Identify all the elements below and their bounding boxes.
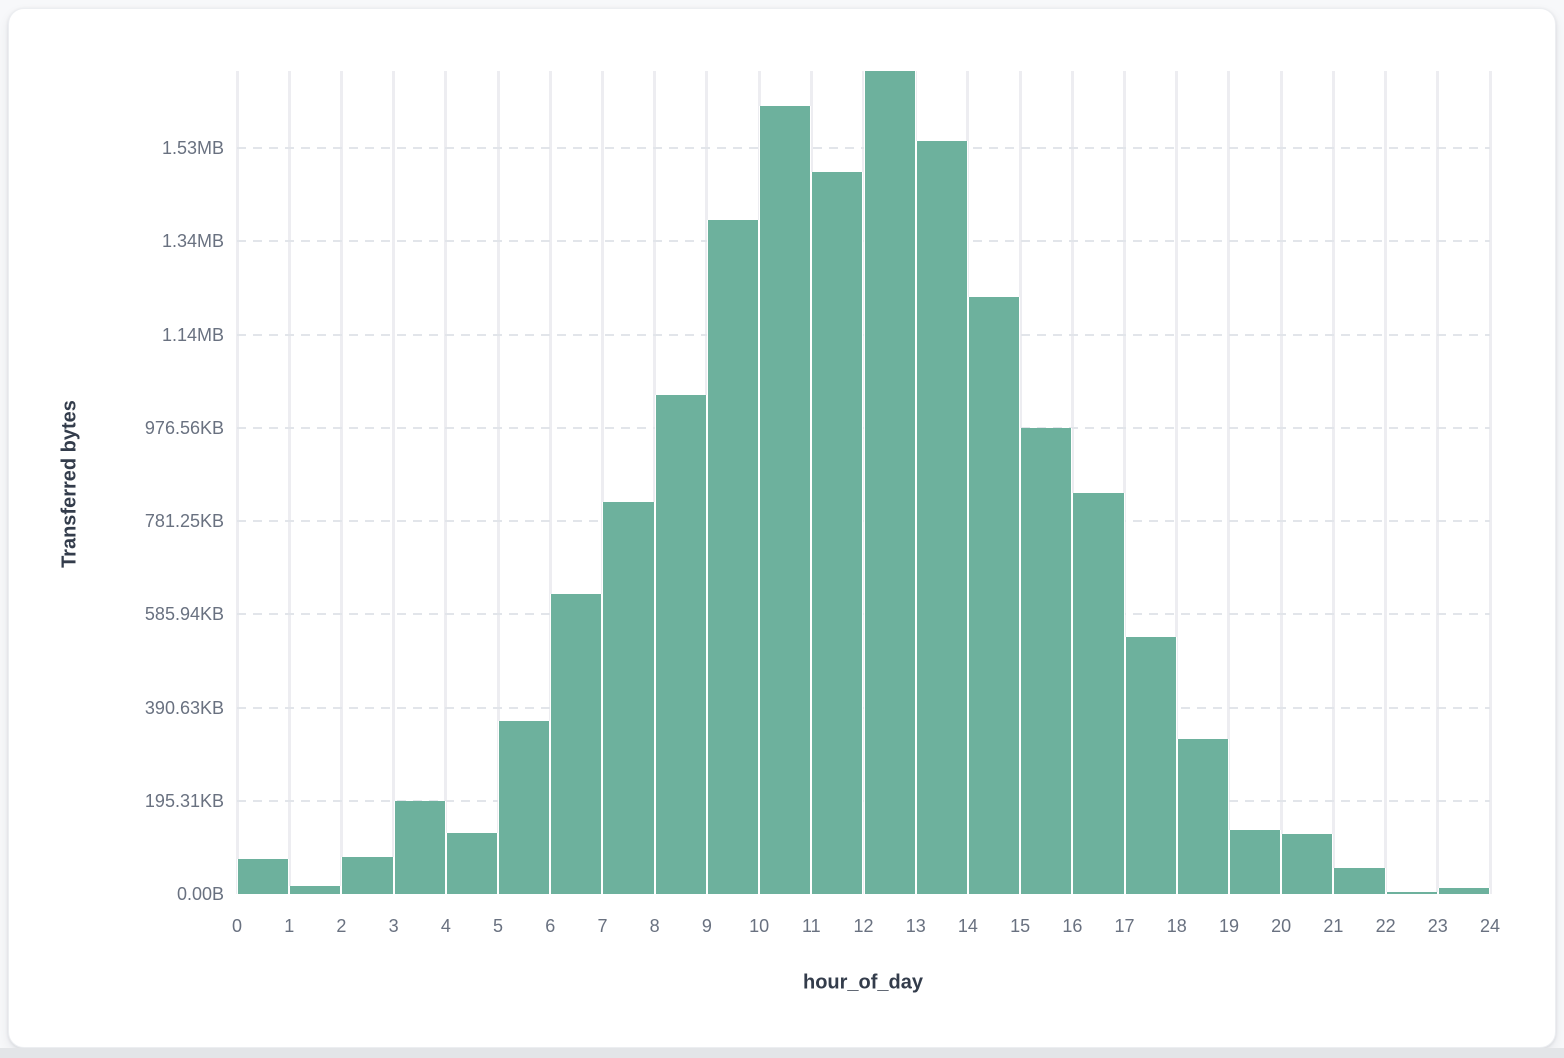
- y-tick-label: 1.53MB: [161, 138, 224, 158]
- x-tick-label: 21: [1323, 916, 1344, 936]
- y-tick-label: 1.14MB: [161, 324, 224, 345]
- histogram-bar-hour-19[interactable]: [1228, 829, 1282, 894]
- x-tick-label: 14: [957, 916, 978, 936]
- x-tick-label: 18: [1166, 916, 1187, 936]
- y-tick-label: 585.94KB: [144, 604, 224, 625]
- histogram-bar-hour-22[interactable]: [1385, 892, 1438, 894]
- v-gridline: [1331, 71, 1335, 894]
- v-gridline: [392, 71, 396, 894]
- v-gridline: [339, 71, 343, 894]
- page-bottom-strip: [0, 1048, 1564, 1058]
- x-tick-label: 1: [284, 916, 295, 936]
- x-tick-label: 23: [1427, 916, 1448, 936]
- histogram-bar-hour-0[interactable]: [237, 859, 290, 894]
- v-gridline: [600, 71, 604, 894]
- histogram-bar-hour-6[interactable]: [550, 593, 603, 894]
- v-gridline: [1227, 71, 1231, 894]
- x-tick-label: 20: [1271, 916, 1292, 936]
- x-tick-label: 3: [388, 916, 399, 936]
- x-tick-label: 24: [1479, 916, 1501, 936]
- x-axis-title: hour_of_day: [802, 971, 924, 994]
- x-tick-label: 4: [440, 916, 451, 936]
- histogram-bar-hour-3[interactable]: [393, 801, 446, 894]
- histogram-bar-hour-13[interactable]: [915, 141, 968, 894]
- v-gridline: [287, 71, 291, 894]
- y-tick-label: 976.56KB: [144, 417, 224, 438]
- x-tick-label: 16: [1062, 916, 1083, 936]
- x-tick-label: 15: [1010, 916, 1031, 936]
- x-tick-label: 8: [649, 916, 660, 936]
- x-tick-label: 19: [1218, 916, 1239, 936]
- histogram-bar-hour-8[interactable]: [654, 394, 707, 894]
- histogram-bar-hour-14[interactable]: [967, 296, 1021, 894]
- x-tick-label: 9: [701, 916, 712, 936]
- x-tick-label: 10: [749, 916, 770, 936]
- y-tick-label: 390.63KB: [144, 697, 224, 718]
- x-tick-label: 13: [905, 916, 926, 936]
- v-gridline: [235, 71, 239, 894]
- histogram-bar-hour-10[interactable]: [759, 106, 812, 894]
- y-tick-label: 0.00B: [176, 884, 224, 904]
- histogram-bar-hour-20[interactable]: [1281, 833, 1334, 894]
- histogram-bar-hour-1[interactable]: [289, 885, 342, 894]
- x-tick-label: 22: [1375, 916, 1396, 936]
- histogram-bar-hour-11[interactable]: [811, 172, 864, 894]
- v-gridline: [444, 71, 448, 894]
- v-gridline: [1279, 71, 1283, 894]
- histogram-bar-hour-23[interactable]: [1437, 888, 1490, 894]
- v-gridline: [1384, 71, 1388, 894]
- histogram-bar-hour-2[interactable]: [341, 856, 394, 894]
- x-tick-label: 11: [801, 916, 821, 936]
- y-tick-label: 1.34MB: [161, 231, 224, 252]
- x-tick-label: 12: [853, 916, 874, 936]
- x-tick-label: 6: [545, 916, 556, 936]
- y-tick-label: 781.25KB: [144, 511, 224, 531]
- v-gridline: [1123, 71, 1127, 894]
- v-gridline: [1175, 71, 1179, 894]
- histogram-bar-hour-15[interactable]: [1020, 428, 1073, 894]
- x-tick-label: 0: [231, 916, 242, 936]
- histogram-bar-hour-7[interactable]: [602, 502, 655, 894]
- y-tick-label: 195.31KB: [144, 790, 224, 811]
- v-gridline: [1070, 71, 1074, 894]
- x-tick-label: 17: [1114, 916, 1135, 936]
- histogram-bar-hour-4[interactable]: [445, 832, 499, 894]
- histogram-bar-hour-21[interactable]: [1333, 868, 1386, 894]
- x-tick-label: 7: [597, 916, 608, 936]
- histogram-bar-hour-18[interactable]: [1176, 738, 1229, 894]
- v-gridline: [1436, 71, 1440, 894]
- v-gridline: [548, 71, 552, 894]
- v-gridline: [496, 71, 500, 894]
- x-tick-label: 5: [493, 916, 504, 936]
- histogram-bar-hour-17[interactable]: [1124, 637, 1177, 894]
- histogram-bar-hour-12[interactable]: [863, 71, 916, 894]
- v-gridline: [1488, 71, 1492, 894]
- histogram-bar-hour-5[interactable]: [498, 721, 551, 894]
- x-tick-label: 2: [336, 916, 347, 936]
- histogram-bar-hour-9[interactable]: [706, 220, 760, 894]
- histogram-bar-hour-16[interactable]: [1072, 492, 1125, 894]
